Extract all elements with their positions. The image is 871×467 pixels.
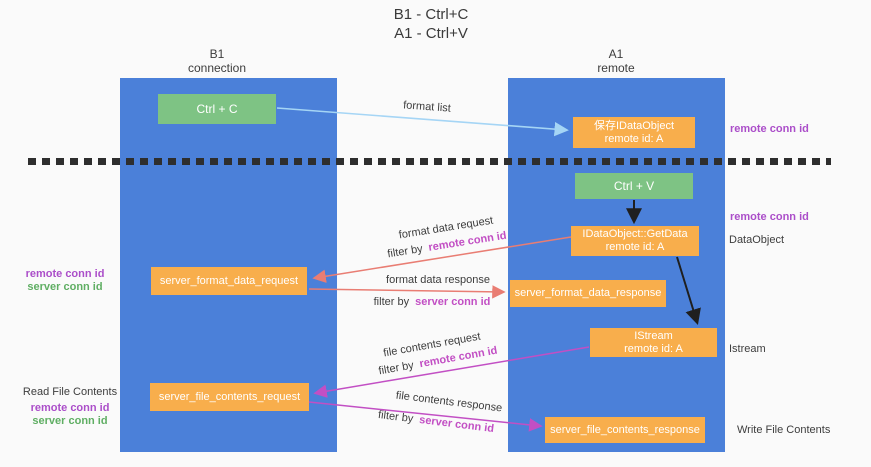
lane-b1-name: B1 bbox=[209, 47, 225, 61]
node-server-file-contents-response: server_file_contents_response bbox=[545, 417, 705, 443]
lane-b1-role: connection bbox=[187, 61, 247, 75]
server-file-contents-request-label: server_file_contents_request bbox=[158, 390, 301, 403]
left-conn-id-group-bottom: remote conn id server conn id bbox=[20, 402, 120, 428]
server-format-data-request-label: server_format_data_request bbox=[159, 274, 299, 287]
label-remote-conn-id-mid-left: remote conn id bbox=[25, 268, 105, 280]
save-idataobject-line1: 保存IDataObject bbox=[593, 119, 675, 132]
node-save-idataobject: 保存IDataObject remote id: A bbox=[573, 117, 695, 148]
lane-a1-role: remote bbox=[597, 61, 635, 75]
label-filter-by-server-conn-id-1: filter by server conn id bbox=[357, 296, 507, 308]
label-dataobject: DataObject bbox=[729, 234, 785, 246]
ctrl-c-label: Ctrl + C bbox=[196, 101, 238, 116]
label-server-conn-id-mid-left: server conn id bbox=[27, 281, 103, 293]
title-line-2: A1 - Ctrl+V bbox=[394, 25, 468, 42]
ctrl-v-label: Ctrl + V bbox=[613, 178, 655, 193]
label-format-list: format list bbox=[402, 99, 452, 115]
save-idataobject-line2: remote id: A bbox=[604, 132, 664, 145]
left-conn-id-group-mid: remote conn id server conn id bbox=[15, 268, 115, 294]
server-conn-id-text: server conn id bbox=[415, 296, 491, 308]
label-write-file-contents: Write File Contents bbox=[737, 424, 831, 436]
label-istream-side: Istream bbox=[729, 343, 766, 355]
node-ctrl-c: Ctrl + C bbox=[158, 94, 276, 124]
lane-a1-name: A1 bbox=[608, 47, 624, 61]
label-remote-conn-id-top-right: remote conn id bbox=[730, 123, 809, 135]
node-ctrl-v: Ctrl + V bbox=[575, 173, 693, 199]
istream-line2: remote id: A bbox=[624, 342, 683, 355]
lane-header-a1: A1 remote bbox=[556, 47, 676, 75]
lane-header-b1: B1 connection bbox=[157, 47, 277, 75]
filter-by-text: filter by bbox=[377, 359, 415, 378]
arrow-format-data-response bbox=[308, 285, 506, 299]
filter-by-text: filter by bbox=[373, 296, 410, 308]
node-idataobject-getdata: IDataObject::GetData remote id: A bbox=[571, 226, 699, 256]
istream-line1: IStream bbox=[634, 329, 673, 342]
label-remote-conn-id-mid-right: remote conn id bbox=[730, 211, 809, 223]
server-file-contents-response-label: server_file_contents_response bbox=[550, 423, 700, 436]
filter-by-text: filter by bbox=[377, 408, 414, 426]
label-server-conn-id-bottom-left: server conn id bbox=[32, 415, 108, 427]
server-format-data-response-label: server_format_data_response bbox=[514, 287, 662, 299]
diagram-title: B1 - Ctrl+C A1 - Ctrl+V bbox=[331, 5, 531, 43]
node-server-file-contents-request: server_file_contents_request bbox=[150, 383, 309, 411]
filter-by-text: filter by bbox=[386, 242, 424, 261]
label-remote-conn-id-bottom-left: remote conn id bbox=[30, 402, 110, 414]
title-line-1: B1 - Ctrl+C bbox=[393, 6, 469, 23]
label-format-data-response: format data response bbox=[386, 274, 490, 286]
phase-separator-dashed-line bbox=[28, 158, 831, 165]
label-read-file-contents: Read File Contents bbox=[22, 386, 118, 398]
getdata-line2: remote id: A bbox=[605, 241, 665, 253]
node-server-format-data-request: server_format_data_request bbox=[151, 267, 307, 295]
getdata-line1: IDataObject::GetData bbox=[582, 228, 688, 240]
node-istream: IStream remote id: A bbox=[590, 328, 717, 357]
node-server-format-data-response: server_format_data_response bbox=[510, 280, 666, 307]
server-conn-id-text: server conn id bbox=[418, 413, 495, 436]
